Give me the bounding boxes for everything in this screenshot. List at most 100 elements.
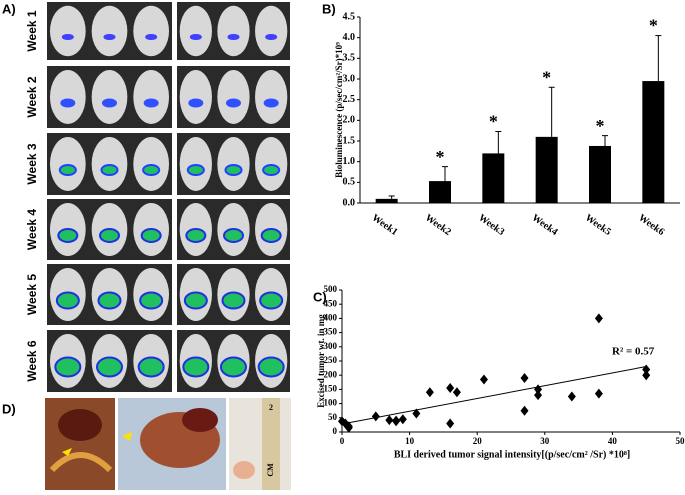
signal <box>186 164 205 176</box>
y-tick-label: 300 <box>324 341 338 351</box>
point <box>534 390 543 401</box>
point <box>520 373 529 384</box>
significance: * <box>436 147 445 167</box>
signal <box>223 228 244 243</box>
signal <box>220 356 247 378</box>
point <box>344 422 353 433</box>
mouse <box>91 70 128 124</box>
signal <box>227 34 240 40</box>
signal <box>103 34 116 40</box>
week-label: Week 5 <box>25 274 39 315</box>
mouse <box>133 70 170 124</box>
point <box>412 408 421 419</box>
point <box>479 374 488 385</box>
bar <box>375 198 398 203</box>
y-tick-label: 150 <box>324 383 338 393</box>
bar <box>642 81 665 203</box>
panel-label: B) <box>322 1 336 16</box>
mouse <box>91 5 128 57</box>
signal <box>102 98 117 108</box>
y-tick-label: 100 <box>324 398 338 408</box>
mouse <box>49 70 86 124</box>
week-label: Week 1 <box>25 10 39 51</box>
significance: * <box>649 16 658 36</box>
week-label: Week 6 <box>25 340 39 381</box>
signal <box>58 164 77 176</box>
point <box>446 382 455 393</box>
panel-label: A) <box>2 1 16 16</box>
point <box>642 370 651 381</box>
point <box>567 391 576 402</box>
signal <box>263 98 279 108</box>
signal <box>265 34 278 40</box>
signal <box>260 228 282 243</box>
y-tick-label: 500 <box>324 284 338 294</box>
bar <box>429 181 451 203</box>
mouse <box>255 70 288 124</box>
ruler-label: CM <box>266 463 275 477</box>
signal <box>57 228 79 243</box>
x-tick-label: Week3 <box>476 212 506 238</box>
point <box>452 387 461 398</box>
panel-label: D) <box>2 401 16 416</box>
ruler-label: 2 <box>269 403 273 412</box>
signal <box>259 291 284 310</box>
signal <box>60 98 76 108</box>
bar <box>589 145 611 203</box>
y-tick-label: 2.0 <box>343 115 356 126</box>
x-tick-label: 40 <box>608 436 618 446</box>
point <box>425 387 434 398</box>
week-label: Week 4 <box>25 209 39 250</box>
significance: * <box>542 67 551 87</box>
y-tick-label: 250 <box>324 355 338 365</box>
point <box>446 418 455 429</box>
y-tick-label: 200 <box>324 369 338 379</box>
point <box>534 384 543 395</box>
y-tick-label: 0.0 <box>343 197 356 208</box>
point <box>385 415 394 426</box>
signal <box>143 98 159 108</box>
mouse <box>179 137 212 191</box>
x-axis-label: BLI derived tumor signal intensity[(p/se… <box>394 449 630 460</box>
signal <box>54 356 82 378</box>
significance: * <box>596 116 605 136</box>
signal <box>145 34 158 40</box>
x-tick-label: 0 <box>340 436 345 446</box>
ruler <box>262 398 280 490</box>
x-tick-label: 30 <box>540 436 550 446</box>
y-tick-label: 450 <box>324 298 338 308</box>
signal <box>224 164 243 176</box>
x-tick-label: Week5 <box>583 212 613 238</box>
signal <box>226 98 241 108</box>
mouse <box>133 137 170 191</box>
signal <box>189 34 202 40</box>
bar <box>535 136 558 203</box>
week-label: Week 3 <box>25 143 39 184</box>
signal <box>96 356 123 378</box>
photo-detail <box>49 452 113 473</box>
point <box>392 416 401 427</box>
bar <box>482 153 505 203</box>
point <box>398 414 407 425</box>
signal <box>139 291 164 310</box>
point <box>371 411 380 422</box>
x-tick-label: Week6 <box>636 212 666 238</box>
signal <box>137 356 165 378</box>
point <box>520 405 529 416</box>
y-tick-label: 350 <box>324 327 338 337</box>
y-tick-label: 2.5 <box>343 94 356 105</box>
x-tick-label: 50 <box>676 436 685 446</box>
signal <box>61 34 74 40</box>
signal <box>140 228 162 243</box>
y-tick-label: 0.5 <box>343 177 356 188</box>
y-tick-label: 50 <box>328 412 338 422</box>
trendline <box>341 366 647 425</box>
photo-detail <box>182 408 218 432</box>
mouse <box>179 70 212 124</box>
signal <box>55 291 80 310</box>
x-tick-label: Week1 <box>370 212 400 238</box>
significance: * <box>489 112 498 132</box>
week-label: Week 2 <box>25 76 39 117</box>
signal <box>97 291 122 310</box>
